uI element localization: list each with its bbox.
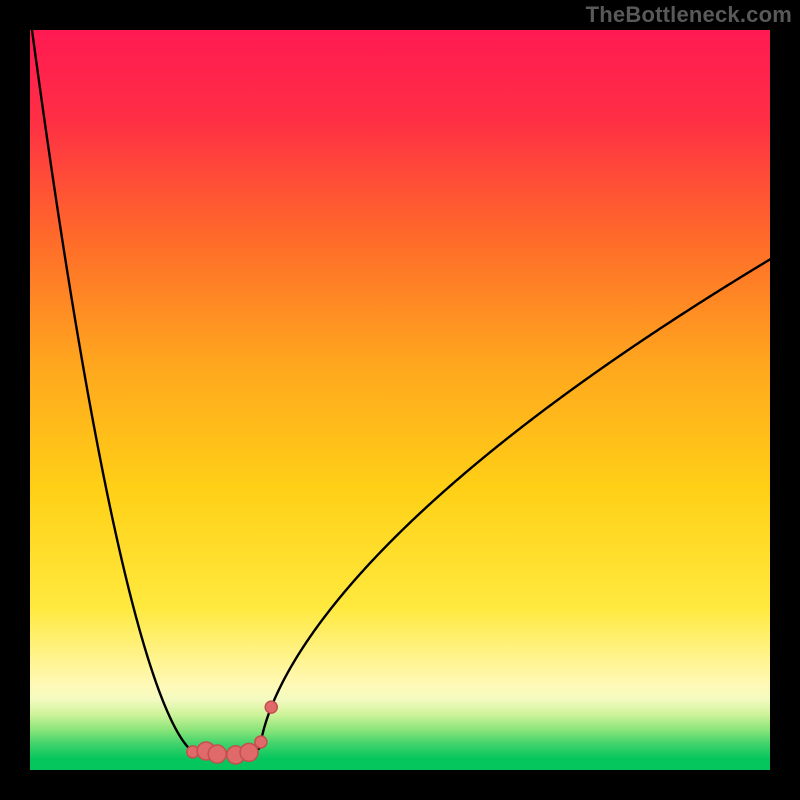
data-dot	[265, 701, 277, 713]
data-dot	[255, 736, 267, 748]
bottleneck-chart	[0, 0, 800, 800]
data-dot	[240, 743, 258, 761]
chart-frame: TheBottleneck.com	[0, 0, 800, 800]
plot-background	[30, 30, 770, 770]
data-dot	[208, 745, 226, 763]
